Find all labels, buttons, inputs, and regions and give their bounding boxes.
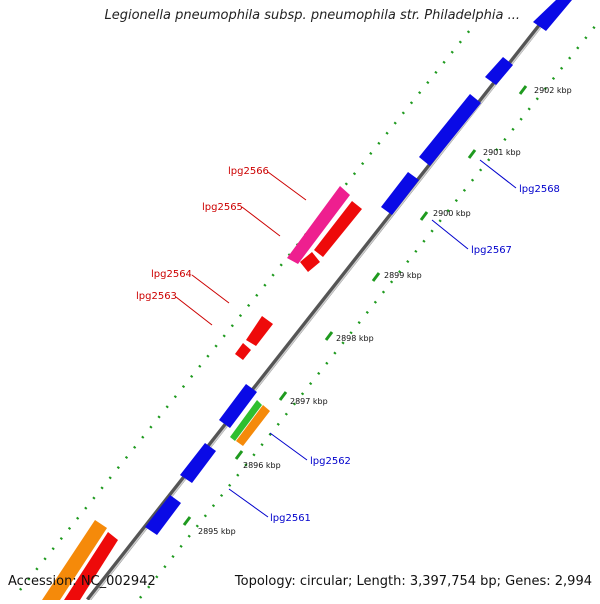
leader-lpg2566 bbox=[267, 171, 307, 201]
gene-block[interactable] bbox=[236, 405, 270, 446]
gene-block[interactable] bbox=[230, 400, 262, 441]
gene-block[interactable] bbox=[219, 384, 257, 428]
forward-strand-genes bbox=[42, 186, 362, 600]
kbp-label-2897: 2897 kbp bbox=[290, 397, 328, 406]
gene-label-lpg2567[interactable]: lpg2567 bbox=[471, 245, 512, 256]
kbp-label-2899: 2899 kbp bbox=[384, 271, 422, 280]
kbp-tick-2898 bbox=[324, 331, 334, 341]
kbp-tick-2901 bbox=[467, 149, 477, 159]
forward-gene-labels: lpg2566 lpg2565 lpg2564 lpg2563 bbox=[136, 166, 269, 302]
gene-label-lpg2564[interactable]: lpg2564 bbox=[151, 269, 192, 280]
kbp-tick-2895 bbox=[182, 516, 192, 526]
kbp-ticks bbox=[182, 85, 528, 526]
genome-title: Legionella pneumophila subsp. pneumophil… bbox=[104, 8, 520, 23]
kbp-label-2896: 2896 kbp bbox=[243, 461, 281, 470]
label-leaders bbox=[175, 159, 517, 518]
gene-block[interactable] bbox=[381, 172, 419, 215]
leader-lpg2567 bbox=[431, 219, 469, 250]
gene-label-lpg2563[interactable]: lpg2563 bbox=[136, 291, 177, 302]
kbp-tick-2896 bbox=[234, 450, 244, 460]
outer-dotted-line-1 bbox=[19, 29, 471, 591]
kbp-label-2901: 2901 kbp bbox=[483, 148, 521, 157]
kbp-label-2898: 2898 kbp bbox=[336, 334, 374, 343]
gene-block[interactable] bbox=[235, 343, 251, 360]
genome-summary-text: Topology: circular; Length: 3,397,754 bp… bbox=[234, 574, 592, 589]
leader-lpg2564 bbox=[191, 274, 230, 304]
gene-block[interactable] bbox=[300, 252, 320, 272]
gene-block[interactable] bbox=[485, 57, 513, 85]
kbp-label-2902: 2902 kbp bbox=[534, 86, 572, 95]
gene-label-lpg2565[interactable]: lpg2565 bbox=[202, 202, 243, 213]
gene-block[interactable] bbox=[64, 532, 118, 600]
leader-lpg2563 bbox=[175, 296, 213, 326]
outer-dotted-track bbox=[19, 19, 600, 599]
leader-lpg2561 bbox=[228, 488, 269, 518]
kbp-tick-2897 bbox=[278, 391, 288, 401]
gene-label-lpg2566[interactable]: lpg2566 bbox=[228, 166, 269, 177]
gene-block[interactable] bbox=[533, 0, 572, 31]
gene-label-lpg2568[interactable]: lpg2568 bbox=[519, 184, 560, 195]
accession-text: Accession: NC_002942 bbox=[8, 574, 156, 589]
kbp-tick-2899 bbox=[371, 272, 381, 282]
gene-block[interactable] bbox=[314, 201, 362, 257]
leader-lpg2562 bbox=[269, 432, 308, 461]
kbp-tick-2902 bbox=[518, 85, 528, 95]
kbp-tick-2900 bbox=[419, 211, 429, 221]
kbp-labels: 2895 kbp 2896 kbp 2897 kbp 2898 kbp 2899… bbox=[198, 86, 572, 536]
gene-block[interactable] bbox=[42, 520, 107, 600]
gene-block[interactable] bbox=[145, 495, 181, 535]
gene-label-lpg2562[interactable]: lpg2562 bbox=[310, 456, 351, 467]
reverse-strand-genes bbox=[145, 0, 572, 535]
kbp-label-2900: 2900 kbp bbox=[433, 209, 471, 218]
gene-block[interactable] bbox=[246, 316, 273, 346]
kbp-label-2895: 2895 kbp bbox=[198, 527, 236, 536]
gene-block[interactable] bbox=[180, 443, 216, 483]
gene-label-lpg2561[interactable]: lpg2561 bbox=[270, 513, 311, 524]
leader-lpg2568 bbox=[479, 159, 517, 189]
gene-block[interactable] bbox=[287, 186, 350, 264]
leader-lpg2565 bbox=[241, 206, 281, 237]
gene-block[interactable] bbox=[419, 94, 481, 166]
reverse-gene-labels: lpg2568 lpg2567 lpg2562 lpg2561 bbox=[270, 184, 560, 524]
outer-dotted-line-2 bbox=[139, 19, 600, 599]
